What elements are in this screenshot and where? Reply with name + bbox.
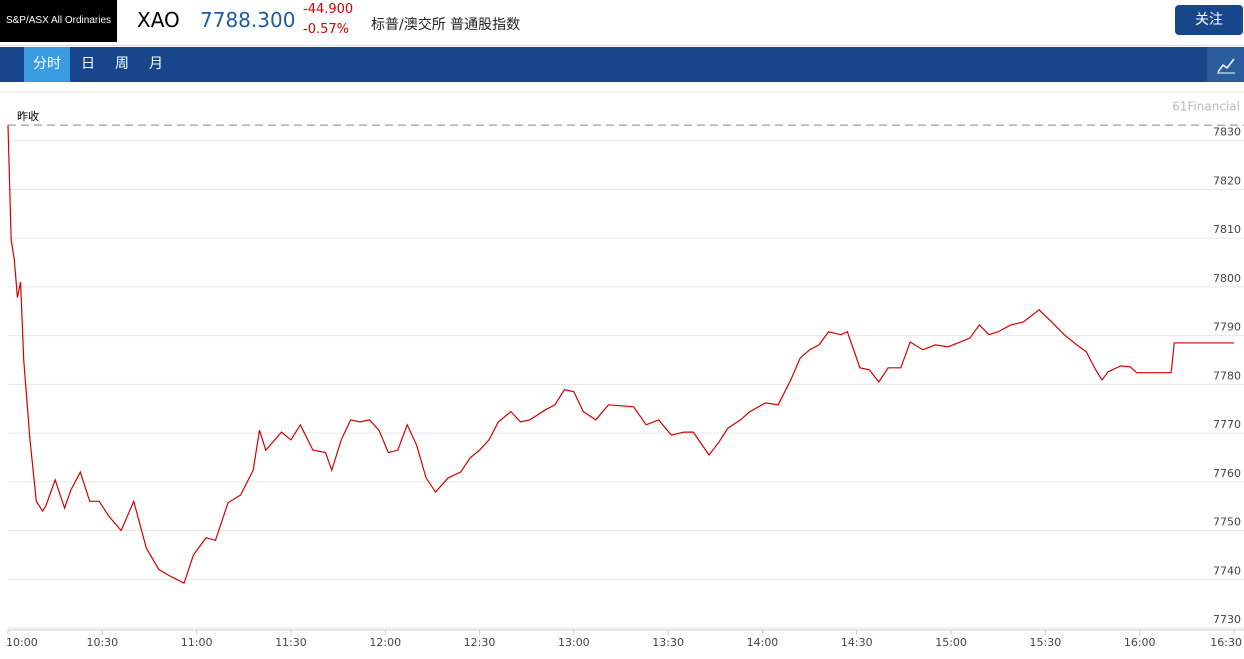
y-tick-label: 7750 [1213, 516, 1241, 529]
tab[interactable]: 日 [81, 56, 95, 72]
x-tick-label: 16:30 [1210, 636, 1242, 649]
logo: S&P/ASX All Ordinaries [0, 0, 117, 42]
y-tick-label: 7740 [1213, 564, 1241, 577]
y-tick-label: 7810 [1213, 223, 1241, 236]
x-tick-label: 16:00 [1124, 636, 1156, 649]
tab-bar: 分时 日 周 月 [0, 47, 1244, 82]
x-tick-label: 12:30 [464, 636, 496, 649]
y-tick-label: 7830 [1213, 126, 1241, 139]
symbol: XAO [137, 8, 180, 32]
x-tick-label: 11:00 [181, 636, 213, 649]
change: -44.900 [303, 2, 354, 17]
y-tick-label: 7790 [1213, 321, 1241, 334]
price: 7788.300 [200, 8, 296, 32]
tab[interactable]: 月 [149, 56, 163, 72]
x-tick-label: 10:00 [6, 636, 38, 649]
follow-button[interactable]: 关注 [1175, 5, 1243, 35]
x-tick-label: 10:30 [86, 636, 118, 649]
y-tick-label: 7760 [1213, 467, 1241, 480]
index-name: 标普/澳交所 普通股指数 [371, 17, 521, 33]
x-tick-label: 13:00 [558, 636, 590, 649]
price-line [7, 125, 1234, 585]
x-tick-label: 11:30 [275, 636, 307, 649]
y-tick-label: 7730 [1213, 613, 1241, 626]
icon [1216, 58, 1235, 74]
x-tick-label: 13:30 [652, 636, 684, 649]
chart-icon[interactable] [1207, 47, 1244, 82]
x-tick-label: 14:00 [747, 636, 779, 649]
divider [0, 45, 1244, 46]
tab[interactable]: 分时 [24, 47, 70, 82]
change-pct: -0.57% [303, 22, 349, 37]
watermark: 61Financial [1172, 100, 1240, 114]
x-tick-label: 15:30 [1030, 636, 1062, 649]
reference-label: 昨收 [17, 109, 39, 123]
x-tick-label: 15:00 [935, 636, 967, 649]
y-tick-label: 7780 [1213, 369, 1241, 382]
y-tick-label: 7770 [1213, 418, 1241, 431]
y-tick-label: 7820 [1213, 174, 1241, 187]
tab[interactable]: 周 [115, 56, 129, 72]
x-tick-label: 14:30 [841, 636, 873, 649]
chart: 61Financial 7730 7740 7750 7760 7770 7780 7790… [0, 91, 1244, 649]
y-tick-label: 7800 [1213, 272, 1241, 285]
x-tick-label: 12:00 [369, 636, 401, 649]
